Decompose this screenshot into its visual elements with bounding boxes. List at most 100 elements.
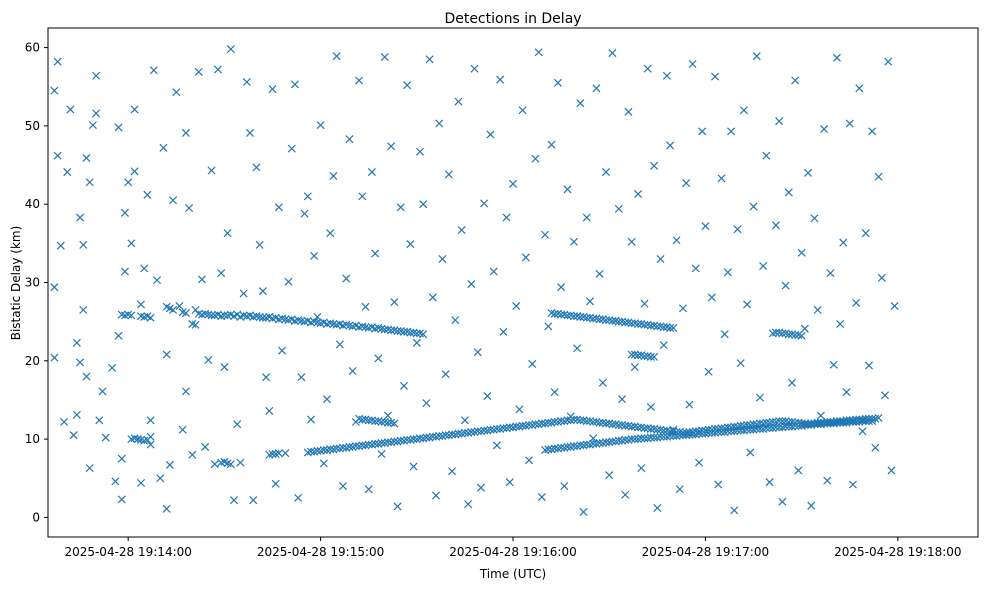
data-point: [169, 305, 178, 314]
data-point: [836, 418, 845, 427]
data-point: [60, 417, 69, 426]
data-point: [473, 348, 482, 357]
data-point: [149, 66, 158, 75]
data-point: [159, 143, 168, 152]
data-point: [637, 464, 646, 473]
data-point: [585, 297, 594, 306]
data-point: [829, 360, 838, 369]
data-point: [771, 221, 780, 230]
data-point: [371, 249, 380, 258]
data-point: [723, 268, 732, 277]
data-point: [82, 372, 91, 381]
data-point: [297, 373, 306, 382]
data-point: [691, 264, 700, 273]
data-point: [406, 240, 415, 249]
y-tick-label: 40: [25, 197, 40, 211]
data-point: [233, 420, 242, 429]
data-point: [172, 88, 181, 97]
data-point: [165, 460, 174, 469]
data-point: [694, 429, 704, 438]
data-point: [374, 354, 383, 363]
data-point: [880, 391, 890, 400]
data-point: [720, 330, 729, 339]
data-point: [874, 413, 883, 422]
data-point: [643, 64, 652, 73]
data-point: [685, 430, 694, 439]
data-point: [752, 424, 761, 433]
data-point: [813, 305, 822, 314]
data-point: [781, 281, 790, 290]
data-point: [274, 449, 283, 458]
data-point: [181, 387, 190, 396]
data-point: [624, 107, 633, 116]
data-point: [335, 340, 344, 349]
data-point: [640, 299, 649, 308]
data-point: [521, 253, 530, 262]
data-point: [114, 331, 123, 340]
y-axis-label: Bistatic Delay (km): [9, 226, 23, 341]
data-point: [403, 81, 412, 90]
data-point: [836, 319, 845, 329]
data-point: [704, 367, 713, 376]
data-point: [326, 229, 335, 238]
data-point: [861, 417, 870, 426]
data-point: [576, 99, 585, 108]
data-point: [701, 222, 710, 231]
data-point: [858, 417, 867, 426]
data-point: [303, 192, 312, 201]
data-point: [614, 204, 623, 213]
data-point: [634, 189, 643, 199]
data-point: [605, 471, 614, 480]
data-point: [637, 434, 646, 443]
data-point: [775, 117, 784, 126]
data-point: [345, 135, 354, 144]
data-point: [226, 45, 235, 54]
data-point: [197, 275, 206, 284]
data-point: [852, 298, 861, 307]
data-point: [136, 478, 146, 487]
data-point: [387, 142, 396, 151]
x-tick-label: 2025-04-28 19:15:00: [257, 545, 384, 559]
data-point: [332, 52, 341, 61]
data-point: [101, 433, 110, 442]
data-point: [678, 304, 687, 313]
data-point: [848, 480, 857, 489]
data-point: [845, 417, 854, 426]
data-point: [650, 352, 659, 361]
data-point: [268, 85, 277, 94]
data-point: [319, 459, 328, 468]
data-point: [281, 449, 290, 458]
data-point: [759, 262, 768, 271]
data-point: [396, 203, 405, 212]
data-point: [85, 464, 94, 473]
data-point: [598, 378, 607, 387]
data-point: [781, 422, 790, 431]
data-point: [775, 417, 784, 426]
data-point: [130, 167, 139, 176]
data-point: [762, 424, 771, 433]
data-point: [310, 251, 319, 260]
data-point: [618, 395, 627, 404]
data-point: [662, 71, 671, 80]
data-point: [451, 316, 460, 325]
data-point: [441, 370, 450, 379]
data-point: [181, 309, 190, 318]
data-point: [653, 504, 662, 513]
data-point: [229, 496, 239, 505]
data-point: [425, 55, 434, 64]
data-point: [666, 323, 675, 332]
data-point: [415, 147, 425, 156]
data-point: [242, 78, 251, 87]
data-point: [733, 426, 742, 435]
data-point: [467, 280, 476, 289]
data-point: [890, 301, 899, 311]
data-point: [804, 168, 813, 177]
data-point: [492, 441, 501, 450]
data-point: [419, 200, 428, 209]
data-point: [537, 493, 546, 502]
data-point: [82, 153, 91, 163]
data-point: [274, 203, 283, 212]
data-point: [791, 76, 800, 85]
x-tick-label: 2025-04-28 19:16:00: [449, 545, 576, 559]
